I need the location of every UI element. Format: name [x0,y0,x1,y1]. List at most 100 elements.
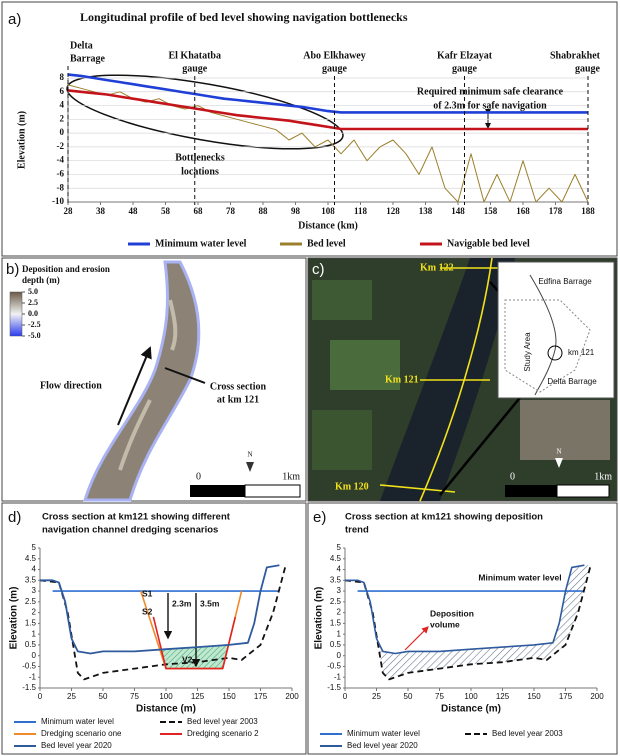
y-tick-label: -6 [57,169,65,179]
scale-label: 0 [510,471,515,482]
gauge-label: Abo Elkhawey [303,50,366,61]
colorbar-label: 5.0 [28,287,38,296]
x-tick-label: 100 [159,692,173,701]
x-tick-label: 148 [451,206,465,216]
scale-bar [190,485,245,497]
km-label: Km 122 [420,262,454,273]
inset-label: km 121 [568,348,595,357]
legend-title: Deposition and erosion [22,264,110,274]
y-tick-label: 1 [32,629,37,638]
x-tick-label: 58 [161,206,171,216]
annotation: volume [430,619,460,629]
annotation: Minimum water level [478,572,561,582]
legend-title: depth (m) [22,275,60,285]
inset-label: Delta Barrage [547,377,597,386]
x-tick-label: 188 [581,206,595,216]
field [330,340,400,390]
panel-frame [1,257,307,502]
gauge-label: gauge [452,63,478,74]
y-tick-label: 1.5 [330,618,342,627]
y-tick-label: 0 [32,651,37,660]
scale-bar [505,485,557,497]
series-line [67,73,588,114]
y-tick-label: -10 [52,196,64,206]
inset-boundary [504,299,591,393]
series-line [345,564,585,655]
x-tick-label: 98 [291,206,301,216]
y-tick-label: 3 [337,586,342,595]
annotation: Deposition [430,608,474,618]
series-line [152,616,237,670]
flow-arrow [117,346,152,426]
x-tick-label: 125 [191,692,205,701]
y-tick-label: 2 [337,608,342,617]
y-tick-label: 3.5 [25,575,37,584]
x-tick-label: 125 [496,692,510,701]
chart-title: Longitudinal profile of bed level showin… [80,10,408,24]
channel-line [419,257,493,502]
panel-label: b) [6,261,19,278]
river-texture [118,299,178,471]
field [312,410,372,470]
series-line [39,564,287,681]
x-tick-label: 75 [130,692,139,701]
x-tick-label: 25 [372,692,381,701]
y-tick-label: 5 [32,543,37,552]
panel-label: a) [8,11,21,28]
inset-river [529,274,557,396]
km-label: Km 121 [385,374,419,385]
x-tick-label: 175 [254,692,268,701]
y-tick-label: -4 [57,155,65,165]
x-tick-label: 28 [64,206,74,216]
y-tick-label: 0 [60,127,65,137]
y-tick-label: -8 [57,182,65,192]
y-tick-label: -1.5 [22,683,36,692]
series-line [67,84,589,203]
y-tick-label: 4 [60,100,65,110]
y-tick-label: -0.5 [22,662,36,671]
x-tick-label: 138 [419,206,433,216]
y-tick-label: 3.5 [330,575,342,584]
x-tick-label: 50 [99,692,108,701]
x-tick-label: 78 [226,206,236,216]
y-tick-label: -1.5 [327,683,341,692]
y-tick-label: 0.5 [25,640,37,649]
panel-label: d) [8,509,21,526]
gauge-label: Shabrakhet [550,50,601,61]
colorbar-label: -5.0 [28,331,41,340]
y-tick-label: 4.5 [330,554,342,563]
legend-label: Dredging scenario one [41,729,122,738]
x-tick-label: 50 [404,692,413,701]
annotation: V2 [182,654,193,664]
north-arrow [555,458,563,468]
deposition-arrow [404,626,429,651]
colorbar-label: -2.5 [28,320,41,329]
north-label: N [556,448,561,456]
cross-section-line [164,367,206,384]
legend-label: Bed level [307,238,346,249]
legend-label: Minimum water level [155,238,247,249]
panel-frame [1,1,618,257]
annotation: of 2.3m for safe navigation [433,100,547,111]
x-tick-label: 158 [484,206,498,216]
panel-label: c) [312,261,325,278]
x-tick-label: 178 [549,206,563,216]
y-tick-label: 3 [32,586,37,595]
x-tick-label: 68 [194,206,204,216]
panel-frame [1,502,307,755]
panel-frame [307,502,618,755]
x-axis-title: Distance (m) [441,704,501,715]
series-line [67,89,588,131]
y-tick-label: 1 [337,629,342,638]
legend-label: Minimum water level [347,729,420,738]
series-line [40,564,280,655]
legend-label: Dredging scenario 2 [187,729,259,738]
x-tick-label: 88 [259,206,269,216]
colorbar [9,291,23,337]
y-tick-label: 1.5 [25,618,37,627]
y-axis-title: Elevation (m) [314,587,325,650]
y-tick-label: 2 [60,113,65,123]
x-tick-label: 128 [386,206,400,216]
scale-label: 0 [196,471,201,482]
village [520,400,610,460]
